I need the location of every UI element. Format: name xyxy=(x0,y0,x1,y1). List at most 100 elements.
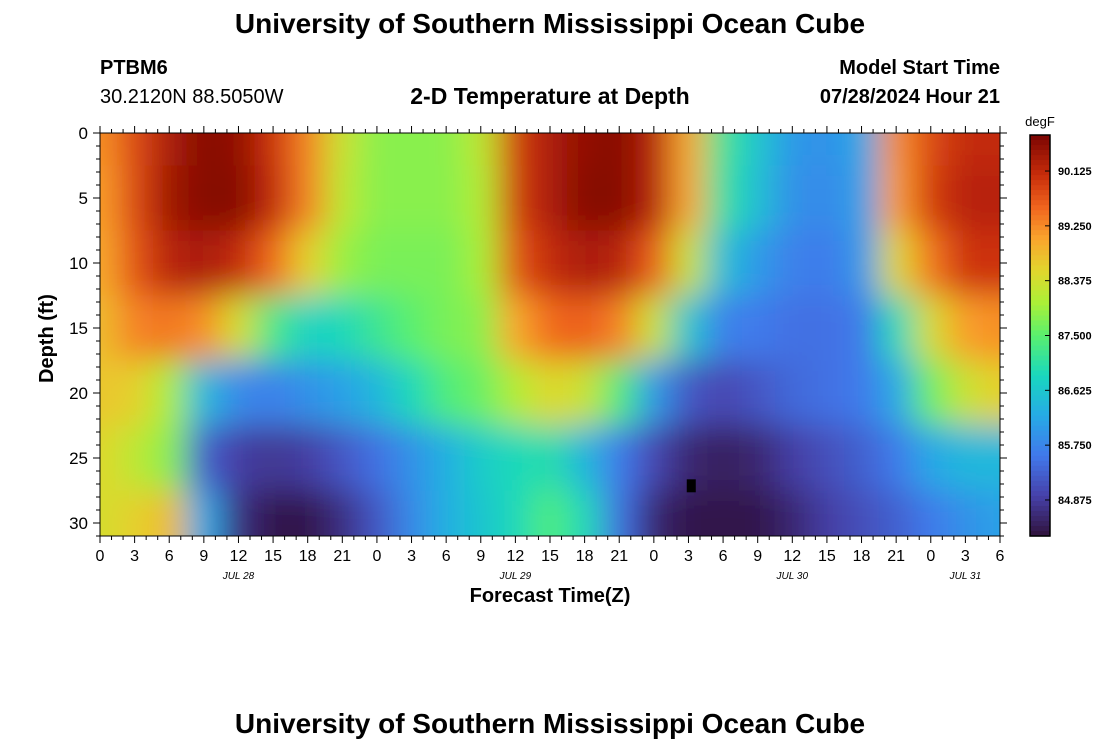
heatmap-cell xyxy=(636,490,672,536)
heatmap-smoothing xyxy=(100,133,1000,536)
x-date-label: JUL 29 xyxy=(499,571,532,582)
heatmap-cell xyxy=(151,230,188,296)
heatmap-cell xyxy=(532,165,568,231)
colorbar-tick-label: 88.375 xyxy=(1058,276,1092,288)
colorbar-segment xyxy=(1030,165,1050,171)
colorbar-segment xyxy=(1030,445,1050,452)
colorbar-segment xyxy=(1030,205,1050,211)
colorbar-segment xyxy=(1030,270,1050,276)
colorbar-tick-label: 86.625 xyxy=(1058,385,1092,397)
heatmap-cell xyxy=(325,133,361,166)
heatmap-cell xyxy=(151,295,188,361)
colorbar-segment xyxy=(1030,285,1050,291)
station-coordinates: 30.2120N 88.5050W xyxy=(100,86,284,108)
heatmap-cell xyxy=(844,490,880,536)
colorbar-segment xyxy=(1030,240,1050,246)
heatmap-cell xyxy=(532,230,568,296)
heatmap-cell xyxy=(705,133,741,166)
heatmap-cell xyxy=(498,295,534,361)
heatmap-cell xyxy=(982,230,1000,296)
heatmap-cell xyxy=(498,133,534,166)
colorbar-segment xyxy=(1030,160,1050,166)
heatmap-cell xyxy=(100,230,118,296)
colorbar-segment xyxy=(1030,325,1050,332)
heatmap-cell xyxy=(671,230,707,296)
x-tick-label: 0 xyxy=(649,548,658,565)
heatmap-cell xyxy=(186,295,222,361)
heatmap-cell xyxy=(221,425,257,491)
heatmap-cell xyxy=(775,360,811,426)
heatmap-cell xyxy=(151,490,188,536)
heatmap-cell xyxy=(567,230,603,296)
heatmap-cell xyxy=(636,295,672,361)
colorbar-segment xyxy=(1030,180,1050,186)
y-tick-label: 10 xyxy=(69,254,88,273)
heatmap-cell xyxy=(913,490,949,536)
missing-data-cell xyxy=(686,479,696,493)
heatmap-cell xyxy=(775,230,811,296)
heatmap-cell xyxy=(740,165,776,231)
model-start-label: Model Start Time xyxy=(839,57,1000,79)
heatmap-cell xyxy=(601,360,638,426)
colorbar-segment xyxy=(1030,415,1050,422)
colorbar-segment xyxy=(1030,350,1050,357)
colorbar-tick-label: 90.125 xyxy=(1058,166,1092,178)
heatmap-cell xyxy=(636,425,672,491)
heatmap-cell xyxy=(948,165,984,231)
x-axis: 0 3 6 9 12 15 18 21 0 3 6 9 12 15 18 21 0 3 6 9 12 15 18 21 0 3 6 J… xyxy=(96,126,1005,582)
missing-data-markers xyxy=(686,479,696,493)
heatmap-cell xyxy=(567,295,603,361)
heatmap-cell xyxy=(117,360,153,426)
heatmap-cell xyxy=(255,360,291,426)
heatmap-cell xyxy=(498,490,534,536)
heatmap-cell xyxy=(394,360,430,426)
heatmap-cell xyxy=(878,133,914,166)
heatmap-cell xyxy=(498,360,534,426)
colorbar-segment xyxy=(1030,310,1050,317)
heatmap-cell xyxy=(186,490,222,536)
y-axis: 0 5 10 15 20 25 30 xyxy=(69,124,1007,537)
heatmap-cell xyxy=(705,230,741,296)
y-axis-label: Depth (ft) xyxy=(36,294,58,383)
x-tick-label: 15 xyxy=(264,548,282,565)
heatmap-cell xyxy=(567,360,603,426)
colorbar-segment xyxy=(1030,510,1050,517)
x-tick-label: 12 xyxy=(506,548,524,565)
heatmap-cell xyxy=(255,230,291,296)
heatmap-cell xyxy=(151,425,188,491)
colorbar-segment xyxy=(1030,395,1050,402)
colorbar-segment xyxy=(1030,450,1050,457)
heatmap-cell xyxy=(151,360,188,426)
colorbar-segment xyxy=(1030,355,1050,362)
heatmap-cell xyxy=(567,165,603,231)
colorbar-segment xyxy=(1030,410,1050,417)
heatmap-cell xyxy=(428,360,464,426)
heatmap-cell xyxy=(601,295,638,361)
heatmap-cell xyxy=(671,295,707,361)
colorbar-segment xyxy=(1030,210,1050,216)
colorbar-segment xyxy=(1030,195,1050,201)
colorbar-segment xyxy=(1030,155,1050,161)
colorbar-segment xyxy=(1030,460,1050,467)
y-tick-label: 25 xyxy=(69,449,88,468)
heatmap-cell xyxy=(463,165,499,231)
heatmap-cell xyxy=(532,360,568,426)
heatmap-cell xyxy=(325,360,361,426)
heatmap-cell xyxy=(117,165,153,231)
model-start-time: 07/28/2024 Hour 21 xyxy=(819,86,1000,108)
colorbar-segment xyxy=(1030,260,1050,266)
x-tick-label: 18 xyxy=(576,548,594,565)
colorbar-segment xyxy=(1030,170,1050,176)
colorbar-segment xyxy=(1030,290,1050,296)
heatmap-cell xyxy=(100,425,118,491)
heatmap-cell xyxy=(255,295,291,361)
x-tick-label: 15 xyxy=(541,548,559,565)
heatmap-cell xyxy=(671,165,707,231)
heatmap-cell xyxy=(775,295,811,361)
colorbar-segment xyxy=(1030,315,1050,322)
heatmap-cell xyxy=(221,165,257,231)
x-tick-label: 12 xyxy=(230,548,248,565)
heatmap-cell xyxy=(705,360,741,426)
heatmap-cell xyxy=(844,230,880,296)
heatmap-cell xyxy=(359,133,395,166)
